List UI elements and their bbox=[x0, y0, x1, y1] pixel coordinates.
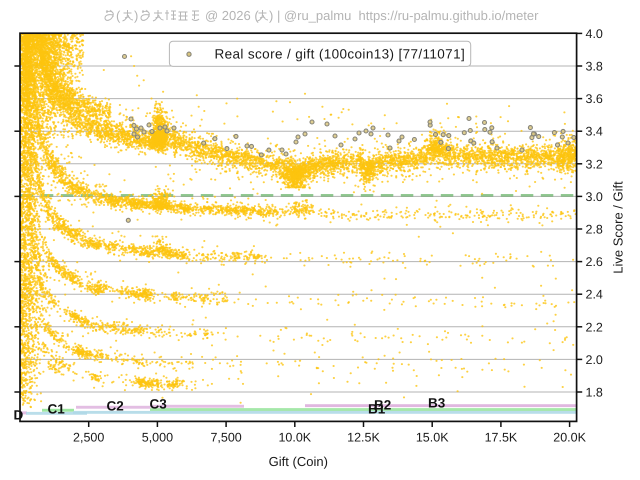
svg-text:3.0: 3.0 bbox=[586, 190, 603, 204]
svg-text:2.2: 2.2 bbox=[586, 320, 603, 334]
svg-text:17.5K: 17.5K bbox=[485, 431, 518, 445]
svg-text:3.4: 3.4 bbox=[586, 125, 603, 139]
svg-text:) | @ru_palmu https://ru-palm: ) | @ru_palmu https://ru-palmu.github.io… bbox=[269, 8, 539, 23]
svg-text:3.6: 3.6 bbox=[586, 92, 603, 106]
svg-text:2.0: 2.0 bbox=[586, 353, 603, 367]
svg-text:): ) bbox=[134, 8, 138, 23]
svg-text:B1: B1 bbox=[368, 402, 386, 417]
svg-text:B2: B2 bbox=[374, 398, 391, 413]
svg-text:10.0K: 10.0K bbox=[278, 431, 311, 445]
svg-text:Real score / gift (100coin13): Real score / gift (100coin13) [77/11071] bbox=[215, 47, 466, 62]
svg-text:2.6: 2.6 bbox=[586, 255, 603, 269]
svg-text:5,000: 5,000 bbox=[142, 431, 173, 445]
svg-text:4.0: 4.0 bbox=[586, 27, 603, 41]
svg-text:2.8: 2.8 bbox=[586, 223, 603, 237]
svg-text:C1: C1 bbox=[48, 402, 66, 417]
svg-text:B3: B3 bbox=[428, 396, 446, 411]
svg-text:Live Score / Gift: Live Score / Gift bbox=[611, 181, 626, 274]
svg-text:15.0K: 15.0K bbox=[416, 431, 449, 445]
svg-text:7,500: 7,500 bbox=[210, 431, 241, 445]
svg-text:C3: C3 bbox=[150, 397, 168, 412]
svg-text:C2: C2 bbox=[107, 399, 124, 414]
svg-text:D: D bbox=[14, 408, 24, 423]
svg-text:Gift (Coin): Gift (Coin) bbox=[269, 454, 328, 469]
svg-text:@ 2026 (: @ 2026 ( bbox=[205, 8, 259, 23]
svg-text:(: ( bbox=[116, 8, 121, 23]
svg-text:2,500: 2,500 bbox=[73, 431, 104, 445]
svg-text:3.8: 3.8 bbox=[586, 60, 603, 74]
svg-text:3.2: 3.2 bbox=[586, 157, 603, 171]
svg-text:20.0K: 20.0K bbox=[553, 431, 586, 445]
svg-text:12.5K: 12.5K bbox=[347, 431, 380, 445]
svg-text:1.8: 1.8 bbox=[586, 386, 603, 400]
svg-text:2.4: 2.4 bbox=[586, 288, 603, 302]
